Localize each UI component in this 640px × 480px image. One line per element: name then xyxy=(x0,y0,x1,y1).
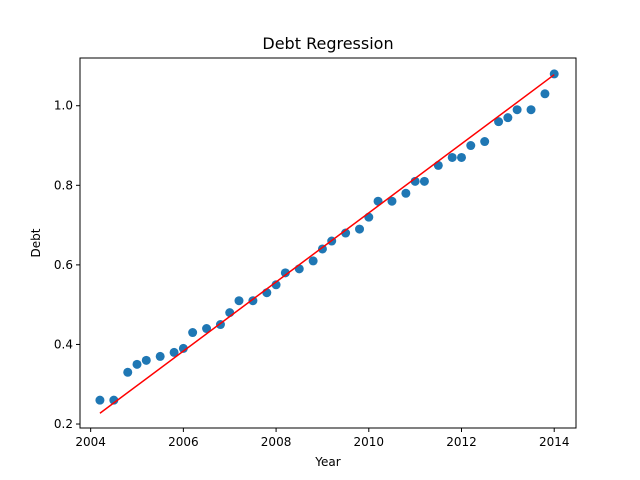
data-point xyxy=(95,395,105,405)
data-point xyxy=(387,196,397,206)
data-point xyxy=(178,343,188,353)
y-tick-label: 0.4 xyxy=(54,337,73,351)
chart-title: Debt Regression xyxy=(262,34,393,53)
plot-area-frame xyxy=(79,57,577,429)
data-point xyxy=(494,117,504,127)
data-point xyxy=(401,188,411,198)
x-tick-label: 2004 xyxy=(75,435,106,449)
y-axis-label: Debt xyxy=(29,228,43,257)
data-point xyxy=(294,264,304,274)
data-point xyxy=(447,152,457,162)
regression-line xyxy=(99,74,555,414)
regression-line-layer xyxy=(99,74,555,414)
data-point xyxy=(132,359,142,369)
data-point xyxy=(433,160,443,170)
x-tick-label: 2014 xyxy=(539,435,570,449)
y-tick-label: 0.6 xyxy=(54,258,73,272)
y-tick-label: 0.2 xyxy=(54,417,73,431)
data-point xyxy=(526,105,536,115)
data-point xyxy=(480,137,490,147)
data-point xyxy=(280,268,290,278)
data-point xyxy=(188,328,198,338)
y-tick-label: 1.0 xyxy=(54,99,73,113)
data-point xyxy=(123,367,133,377)
data-point xyxy=(466,141,476,151)
data-point xyxy=(364,212,374,222)
x-tick-label: 2012 xyxy=(446,435,477,449)
data-point xyxy=(355,224,365,234)
x-axis-ticks: 2004 2006 2008 2010 2012 2014 xyxy=(75,428,569,449)
data-point xyxy=(419,176,429,186)
x-tick-label: 2010 xyxy=(354,435,385,449)
data-point xyxy=(271,280,281,290)
data-point xyxy=(169,347,179,357)
data-point xyxy=(341,228,351,238)
data-point xyxy=(317,244,327,254)
y-axis-ticks: 0.2 0.4 0.6 0.8 1.0 xyxy=(54,99,80,431)
data-point xyxy=(109,395,119,405)
data-point xyxy=(141,355,151,365)
data-point xyxy=(512,105,522,115)
data-point xyxy=(410,176,420,186)
data-point xyxy=(457,152,467,162)
scatter-points xyxy=(95,69,559,405)
data-point xyxy=(234,296,244,306)
data-point xyxy=(202,324,212,334)
data-point xyxy=(540,89,550,99)
x-tick-label: 2006 xyxy=(168,435,199,449)
x-tick-label: 2008 xyxy=(261,435,292,449)
data-point xyxy=(503,113,513,123)
data-point xyxy=(155,351,165,361)
y-tick-label: 0.8 xyxy=(54,178,73,192)
x-axis-label: Year xyxy=(314,455,340,469)
data-point xyxy=(308,256,318,266)
